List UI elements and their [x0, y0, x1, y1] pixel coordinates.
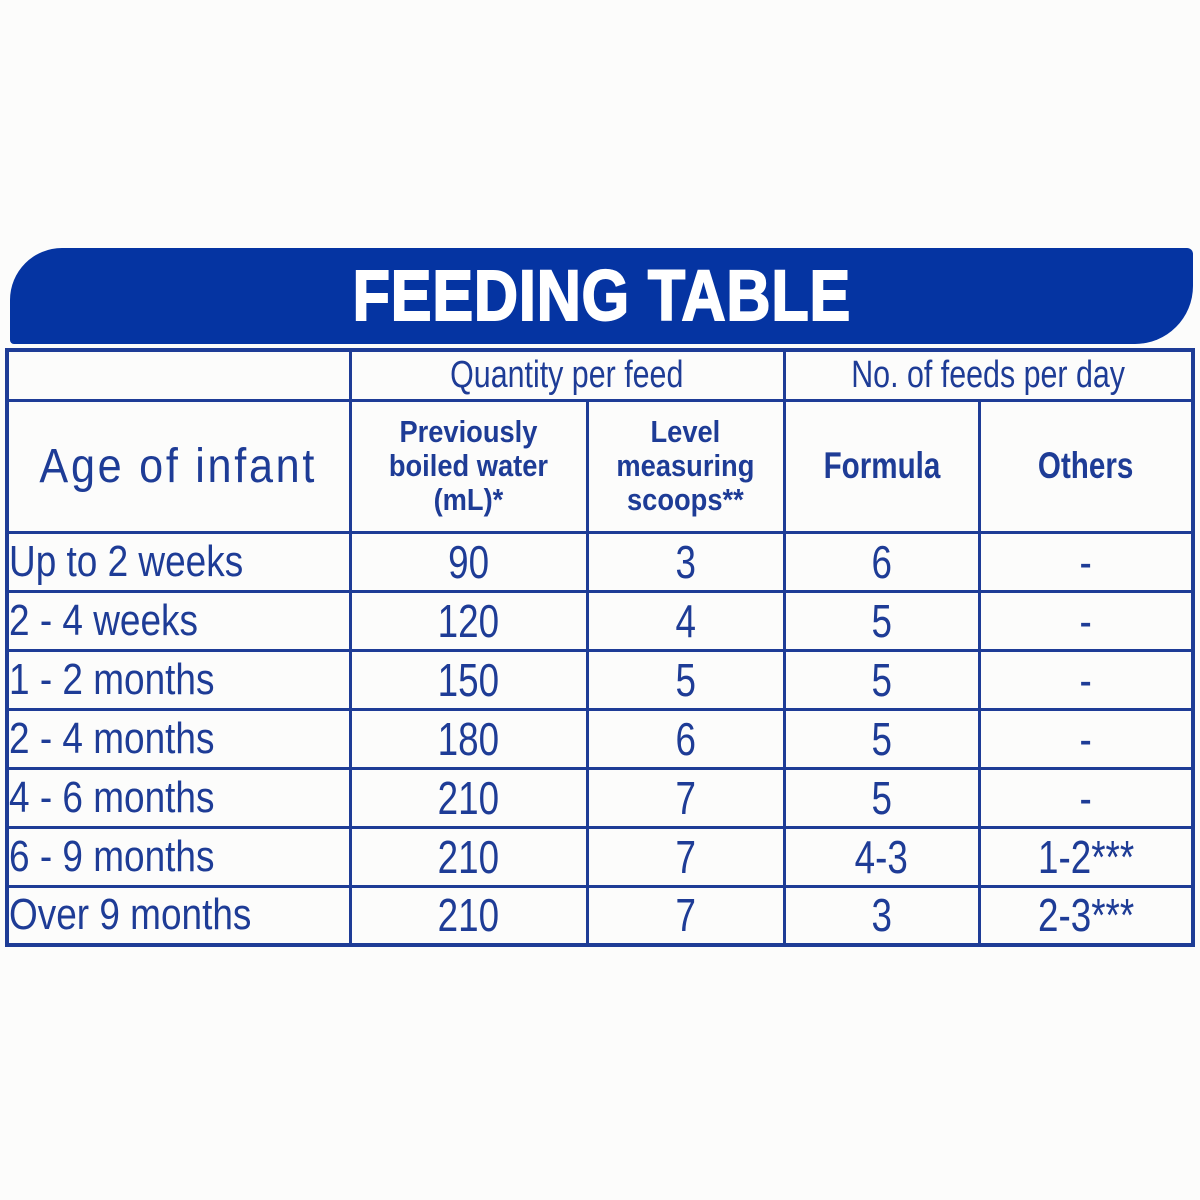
age-value: 4 - 6 months	[9, 772, 215, 822]
others-cell: 1-2***	[977, 825, 1195, 888]
water-cell: 210	[348, 884, 589, 947]
scoops-value: 3	[675, 535, 696, 588]
scoops-cell: 5	[585, 648, 786, 711]
formula-value: 5	[871, 653, 892, 706]
table-row: Up to 2 weeks 90 3 6 -	[5, 530, 1195, 593]
water-value: 150	[437, 653, 500, 706]
age-cell: 2 - 4 months	[5, 707, 352, 770]
column-header-row: Age of infant Previously boiled water (m…	[5, 398, 1195, 534]
empty-corner-cell	[5, 348, 352, 402]
scoops-cell: 4	[585, 589, 786, 652]
table-row: 6 - 9 months 210 7 4-3 1-2***	[5, 825, 1195, 888]
column-header-scoops-label: Level measuring scoops**	[616, 413, 755, 518]
scoops-value: 7	[675, 830, 696, 883]
water-value: 90	[448, 535, 489, 588]
age-cell: 1 - 2 months	[5, 648, 352, 711]
others-cell: -	[977, 766, 1195, 829]
age-cell: 2 - 4 weeks	[5, 589, 352, 652]
column-header-formula: Formula	[782, 398, 981, 534]
column-header-age: Age of infant	[5, 398, 352, 534]
scoops-value: 7	[675, 889, 696, 942]
water-cell: 180	[348, 707, 589, 770]
formula-cell: 5	[782, 589, 981, 652]
age-value: Over 9 months	[9, 890, 252, 940]
scoops-value: 7	[675, 771, 696, 824]
others-cell: -	[977, 589, 1195, 652]
formula-cell: 5	[782, 648, 981, 711]
formula-value: 4-3	[854, 830, 909, 883]
column-header-others: Others	[977, 398, 1195, 534]
scoops-value: 4	[675, 594, 696, 647]
others-value: 1-2***	[1037, 830, 1134, 883]
others-cell: -	[977, 648, 1195, 711]
group-header-row: Quantity per feed No. of feeds per day	[5, 348, 1195, 402]
scoops-cell: 6	[585, 707, 786, 770]
age-cell: 4 - 6 months	[5, 766, 352, 829]
formula-cell: 4-3	[782, 825, 981, 888]
others-cell: 2-3***	[977, 884, 1195, 947]
formula-value: 6	[871, 535, 892, 588]
formula-value: 3	[871, 889, 892, 942]
water-cell: 120	[348, 589, 589, 652]
feeding-table: Quantity per feed No. of feeds per day A…	[5, 348, 1196, 947]
column-header-water: Previously boiled water (mL)*	[348, 398, 589, 534]
column-header-others-label: Others	[1038, 445, 1134, 486]
water-cell: 90	[348, 530, 589, 593]
age-cell: 6 - 9 months	[5, 825, 352, 888]
group-header-feeds-per-day: No. of feeds per day	[782, 348, 1195, 402]
table-row: 2 - 4 weeks 120 4 5 -	[5, 589, 1195, 652]
scoops-value: 5	[675, 653, 696, 706]
others-value: 2-3***	[1037, 889, 1134, 942]
column-header-age-label: Age of infant	[39, 439, 318, 493]
column-header-water-label: Previously boiled water (mL)*	[388, 413, 549, 518]
water-cell: 150	[348, 648, 589, 711]
group-header-quantity-per-feed: Quantity per feed	[348, 348, 786, 402]
water-value: 210	[437, 830, 500, 883]
water-value: 210	[437, 889, 500, 942]
age-cell: Up to 2 weeks	[5, 530, 352, 593]
scoops-cell: 3	[585, 530, 786, 593]
formula-cell: 6	[782, 530, 981, 593]
water-cell: 210	[348, 825, 589, 888]
water-value: 120	[437, 594, 500, 647]
formula-value: 5	[871, 771, 892, 824]
others-value: -	[1079, 712, 1092, 765]
others-value: -	[1079, 653, 1092, 706]
age-value: 1 - 2 months	[9, 654, 215, 704]
table-row: 2 - 4 months 180 6 5 -	[5, 707, 1195, 770]
age-value: 6 - 9 months	[9, 831, 215, 881]
group-header-quantity-label: Quantity per feed	[450, 353, 684, 396]
table-row: 4 - 6 months 210 7 5 -	[5, 766, 1195, 829]
formula-cell: 5	[782, 766, 981, 829]
age-value: Up to 2 weeks	[9, 536, 244, 586]
formula-cell: 3	[782, 884, 981, 947]
water-cell: 210	[348, 766, 589, 829]
others-value: -	[1079, 535, 1092, 588]
table-row: Over 9 months 210 7 3 2-3***	[5, 884, 1195, 947]
formula-value: 5	[871, 712, 892, 765]
column-header-formula-label: Formula	[823, 445, 940, 486]
others-value: -	[1079, 771, 1092, 824]
others-value: -	[1079, 594, 1092, 647]
page-title: FEEDING TABLE	[351, 256, 851, 336]
table-row: 1 - 2 months 150 5 5 -	[5, 648, 1195, 711]
formula-cell: 5	[782, 707, 981, 770]
scoops-cell: 7	[585, 766, 786, 829]
age-value: 2 - 4 months	[9, 713, 215, 763]
feeding-table-banner: FEEDING TABLE	[10, 248, 1193, 344]
age-value: 2 - 4 weeks	[9, 595, 198, 645]
age-cell: Over 9 months	[5, 884, 352, 947]
scoops-cell: 7	[585, 825, 786, 888]
others-cell: -	[977, 530, 1195, 593]
scoops-cell: 7	[585, 884, 786, 947]
column-header-scoops: Level measuring scoops**	[585, 398, 786, 534]
others-cell: -	[977, 707, 1195, 770]
formula-value: 5	[871, 594, 892, 647]
water-value: 180	[437, 712, 500, 765]
scoops-value: 6	[675, 712, 696, 765]
water-value: 210	[437, 771, 500, 824]
group-header-feeds-label: No. of feeds per day	[851, 353, 1126, 396]
